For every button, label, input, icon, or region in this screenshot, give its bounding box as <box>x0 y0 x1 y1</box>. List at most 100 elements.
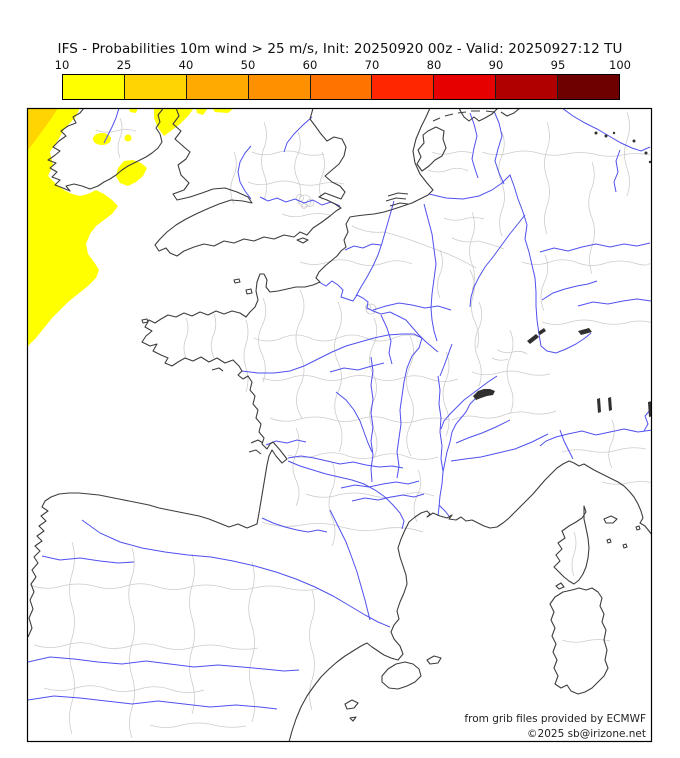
river-tajo <box>27 695 278 710</box>
river-adour <box>261 517 328 533</box>
river-rhone-delta <box>438 504 450 517</box>
river-var <box>559 429 574 460</box>
rivers <box>27 108 652 710</box>
coast-asinara <box>555 582 565 590</box>
lake-maggiore <box>597 398 601 413</box>
legend-segment <box>434 75 497 99</box>
coast-ireland <box>47 108 164 192</box>
river-severn <box>237 145 252 200</box>
lake-geneva <box>473 389 495 400</box>
lake-neuchatel <box>527 334 539 344</box>
legend-tick: 40 <box>178 58 194 72</box>
coast-mediterranean <box>288 460 652 742</box>
river-moselle <box>469 214 526 308</box>
river-garonne <box>287 460 405 530</box>
map-frame <box>26 107 653 743</box>
admin-boundaries <box>29 111 652 739</box>
river-meuse <box>423 203 438 342</box>
lake-dot <box>604 134 608 138</box>
coast-belle-ile <box>211 367 224 372</box>
river-trent <box>283 116 313 153</box>
river-neckar <box>541 280 598 301</box>
river-marne <box>372 302 452 311</box>
river-danube <box>577 298 652 307</box>
legend-segment <box>63 75 125 99</box>
river-seine <box>318 280 439 353</box>
lake-dot <box>648 160 652 164</box>
legend-tick: 60 <box>302 58 318 72</box>
legend-tick: 95 <box>550 58 566 72</box>
lake-biel <box>538 328 546 335</box>
legend-segment <box>496 75 559 99</box>
coast-ijsselmeer <box>416 126 447 172</box>
river-oise <box>355 200 395 297</box>
coast-sardinia <box>549 587 609 695</box>
coast-german-bight <box>458 108 521 122</box>
legend-segment <box>186 75 249 99</box>
legend-segment <box>372 75 435 99</box>
river-main <box>539 242 651 253</box>
river-allier <box>370 356 374 483</box>
coast-france-atlantic <box>27 108 434 638</box>
legend-segment <box>124 75 187 99</box>
river-thames <box>259 196 341 207</box>
coast-rhine-delta-islands <box>385 192 409 207</box>
lakes <box>473 131 652 417</box>
river-cher <box>329 362 385 373</box>
coastlines <box>27 108 652 742</box>
lake-garda <box>648 401 652 417</box>
legend-tick-labels: 10 25 40 50 60 70 80 90 95 100 <box>55 58 631 72</box>
legend-tick: 90 <box>488 58 504 72</box>
legend-tick: 50 <box>240 58 256 72</box>
river-weser <box>493 110 505 185</box>
wind-probability-shading <box>27 108 234 346</box>
river-ems <box>469 112 479 179</box>
coast-ile-de-re <box>250 439 264 444</box>
river-vienne <box>335 391 373 453</box>
river-duero <box>27 656 300 672</box>
river-doubs <box>440 375 498 430</box>
legend-segment <box>310 75 373 99</box>
river-yonne <box>380 314 393 365</box>
river-rhine <box>428 174 592 354</box>
coast-ushant <box>141 318 149 324</box>
coast-frisian-islands <box>432 110 495 122</box>
river-po-trib <box>643 407 652 432</box>
coast-corsica <box>553 505 590 585</box>
legend-tick: 70 <box>364 58 380 72</box>
lake-dot <box>632 139 636 143</box>
attribution-source: from grib files provided by ECMWF <box>464 713 646 725</box>
river-rhone <box>437 397 477 517</box>
coast-ibiza <box>344 699 359 710</box>
coast-tuscan-isles <box>606 525 641 549</box>
river-shannon <box>103 108 120 144</box>
coast-isle-of-wight <box>296 237 309 244</box>
river-segre <box>329 509 371 621</box>
legend-segment <box>248 75 311 99</box>
river-loire <box>241 333 423 479</box>
coast-channel-islands <box>233 278 253 295</box>
river-saone-upper <box>439 343 453 377</box>
lake-constance <box>578 328 592 335</box>
legend-tick: 10 <box>54 58 70 72</box>
river-durance <box>450 433 549 462</box>
legend-colorbar <box>62 74 620 100</box>
river-saone <box>437 375 444 472</box>
coast-formentera <box>349 716 357 722</box>
river-isere <box>455 419 511 444</box>
coast-ile-oleron <box>248 449 262 455</box>
coast-great-britain <box>154 108 347 257</box>
river-po <box>539 428 652 447</box>
lake-dot <box>594 131 598 135</box>
river-havel <box>613 149 621 193</box>
river-ebro <box>81 519 391 628</box>
river-somme <box>344 243 382 251</box>
river-tarn <box>351 493 425 502</box>
coast-mallorca <box>381 661 422 690</box>
coast-elba <box>603 515 618 524</box>
legend-tick: 25 <box>116 58 132 72</box>
lake-dot <box>612 131 616 135</box>
lake-como <box>608 397 612 411</box>
